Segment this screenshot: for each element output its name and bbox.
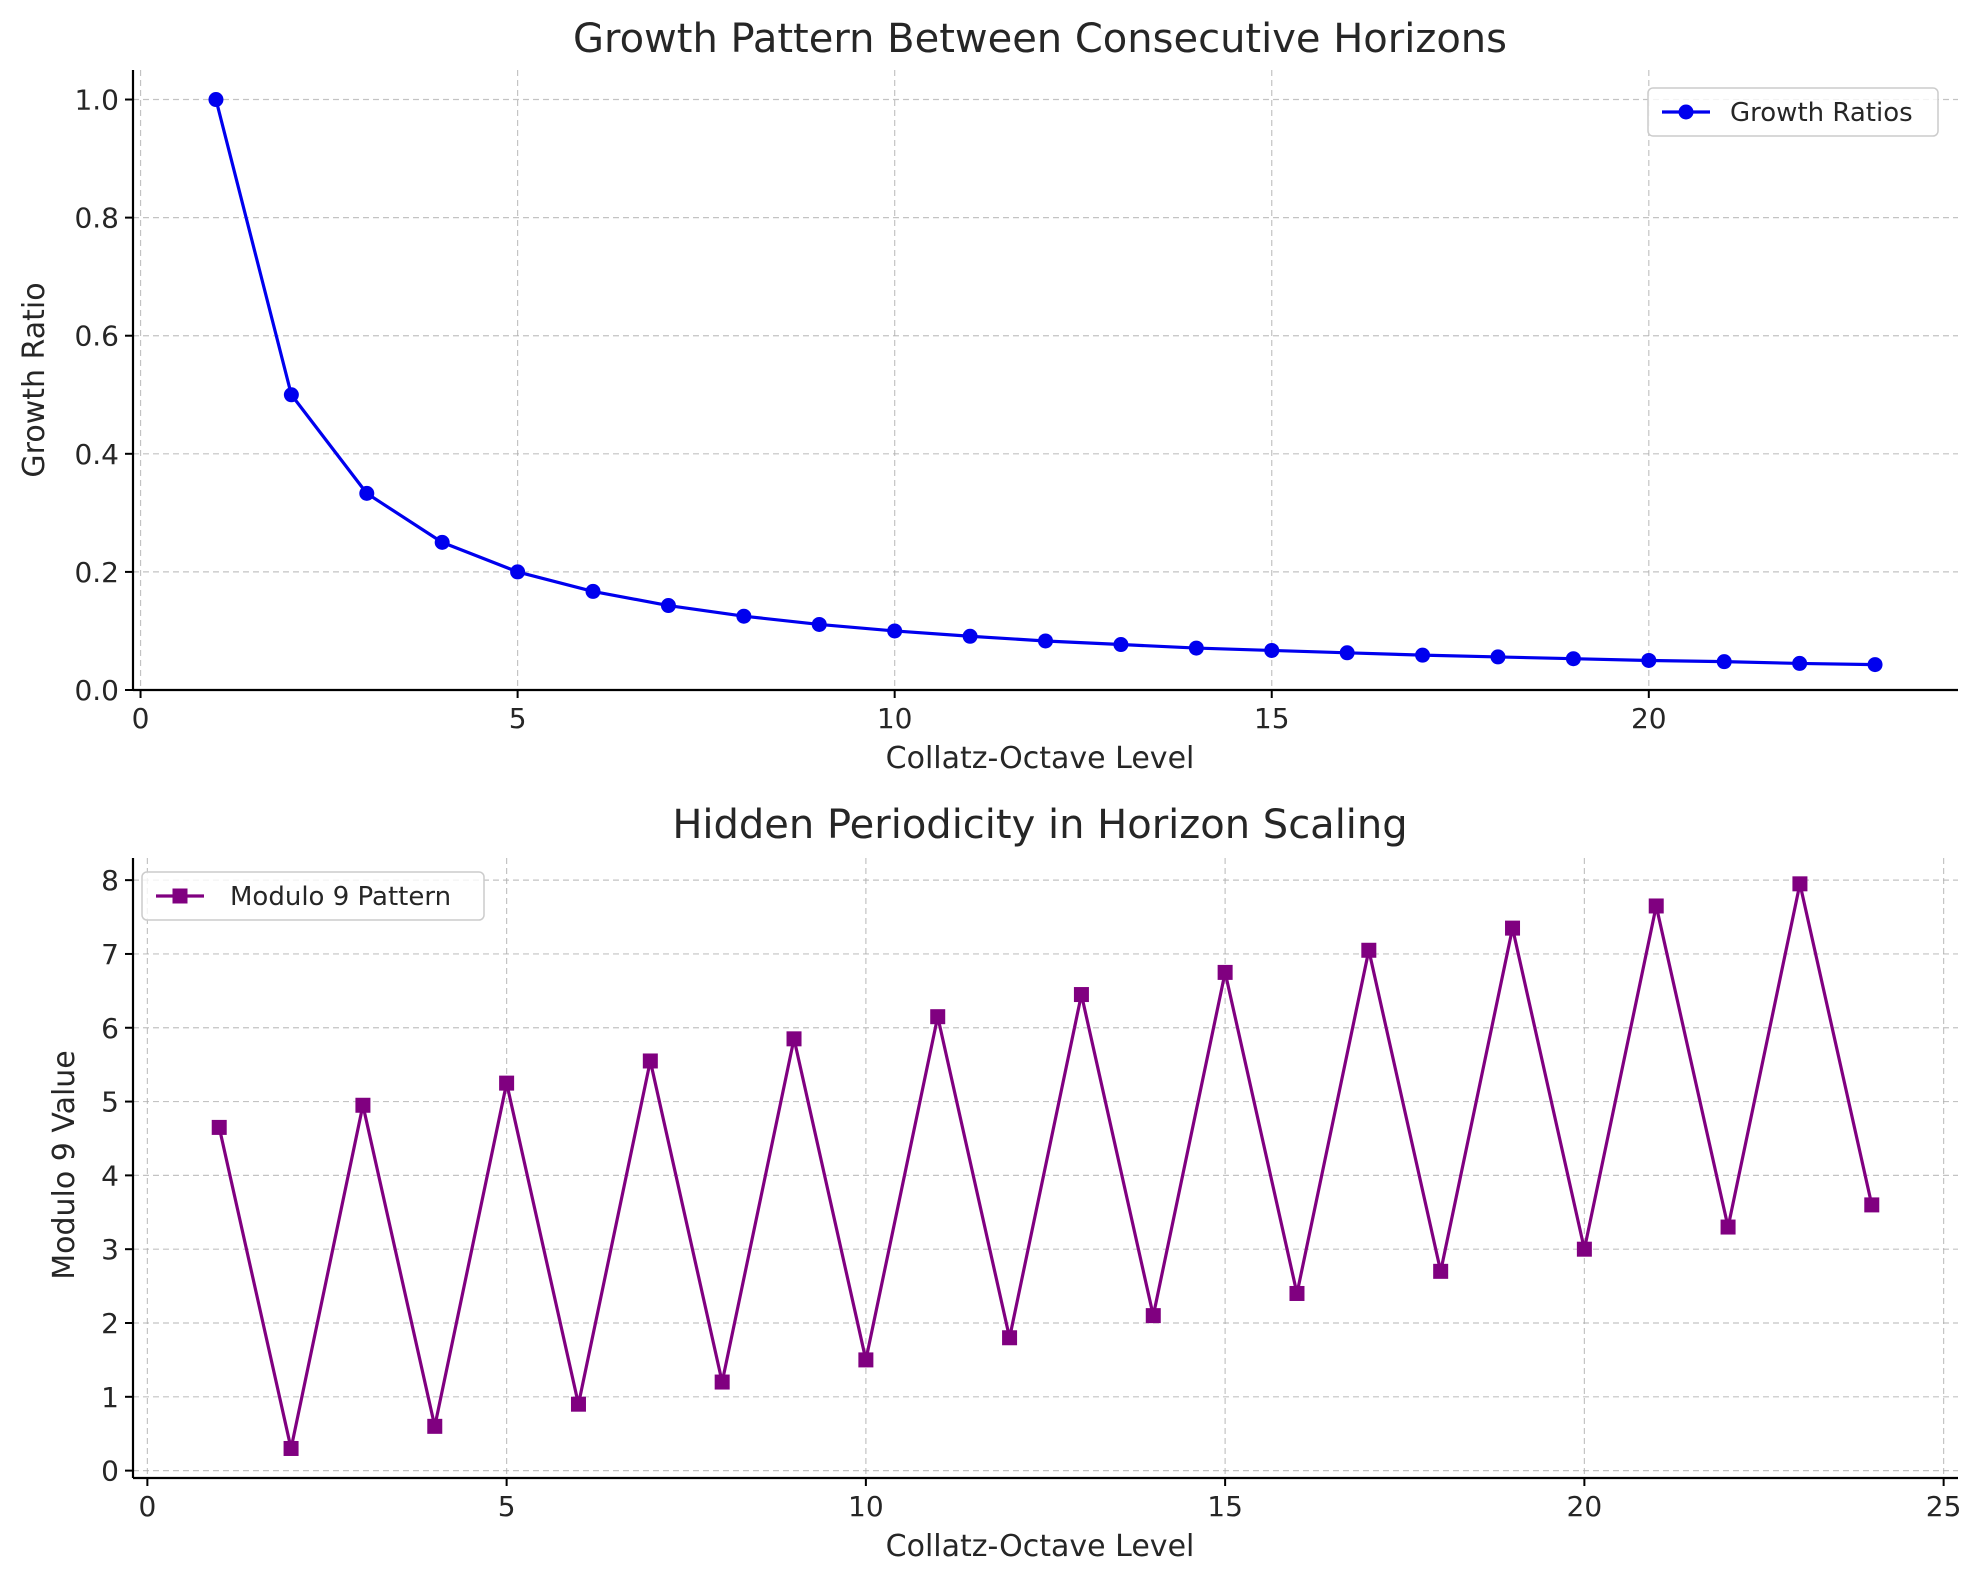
growth-x-tick-label: 15 [1254,702,1290,735]
growth-chart: 0 5 10 15 20 0.0 0.2 0.4 0.6 0.8 1.0 Growth Patter… [17,16,1958,776]
growth-data-point [434,534,450,550]
growth-data-point [887,623,903,639]
modulo-data-point [499,1075,515,1091]
growth-data-point [1113,637,1129,653]
growth-legend: Growth Ratios [1647,87,1939,137]
modulo-data-point [1002,1330,1018,1346]
growth-data-point [1641,652,1657,668]
modulo-chart: 0 5 10 15 20 25 0 1 2 3 4 5 6 7 8 Hidden Periodicity i… [47,802,1961,1564]
modulo-grid [133,858,1958,1478]
modulo-data-point [283,1440,299,1456]
modulo-data-point [1073,987,1089,1003]
modulo-data-point [1361,942,1377,958]
modulo-legend-marker [172,888,188,904]
modulo-data-point [714,1374,730,1390]
growth-data-point [811,616,827,632]
modulo-data-point [786,1031,802,1047]
growth-legend-box [1647,87,1939,137]
modulo-data-point [570,1396,586,1412]
growth-x-tick-label: 20 [1631,702,1667,735]
modulo-x-tick-label: 10 [848,1490,884,1523]
modulo-x-tick-label: 25 [1926,1490,1962,1523]
modulo-data-point [1217,964,1233,980]
growth-data-point [585,583,601,599]
modulo-data-point [1145,1308,1161,1324]
modulo-data-point [1576,1241,1592,1257]
growth-series-line [214,99,1876,667]
growth-data-point [736,608,752,624]
modulo-legend-label: Modulo 9 Pattern [230,882,451,912]
growth-y-tick-label: 0.2 [74,556,119,589]
growth-data-point [1339,645,1355,661]
modulo-series-line [217,882,1874,1451]
modulo-legend: Modulo 9 Pattern [141,871,485,921]
growth-x-tick-label: 10 [877,702,913,735]
growth-y-tick-label: 0.0 [74,674,119,707]
growth-x-tick-label: 0 [132,702,150,735]
modulo-y-tick-label: 7 [101,938,119,971]
modulo-data-point [427,1418,443,1434]
growth-data-point [660,598,676,614]
modulo-x-tick-label: 0 [138,1490,156,1523]
modulo-data-point [1792,876,1808,892]
modulo-y-tick-label: 5 [101,1086,119,1119]
modulo-data-point [1433,1263,1449,1279]
growth-data-point [208,92,224,108]
modulo-ticks: 0 5 10 15 20 25 0 1 2 3 4 5 6 7 8 [101,864,1961,1523]
modulo-data-point [211,1119,227,1135]
growth-data-point [1716,654,1732,670]
growth-y-tick-label: 0.6 [74,320,119,353]
modulo-data-point [1505,920,1521,936]
growth-data-point [1415,647,1431,663]
growth-data-point [1490,649,1506,665]
growth-x-axis-label: Collatz-Octave Level [886,741,1195,776]
growth-grid [133,70,1958,691]
growth-y-tick-label: 0.8 [74,202,119,235]
modulo-series-layer [211,876,1880,1456]
modulo-data-point [642,1053,658,1069]
growth-data-point [962,628,978,644]
growth-x-tick-label: 5 [509,702,527,735]
modulo-x-tick-label: 20 [1567,1490,1603,1523]
modulo-y-tick-label: 4 [101,1159,119,1192]
modulo-data-point [1648,898,1664,914]
modulo-x-tick-label: 15 [1207,1490,1243,1523]
modulo-legend-box [141,871,485,921]
modulo-y-tick-label: 0 [101,1455,119,1488]
modulo-x-axis-label: Collatz-Octave Level [886,1529,1195,1564]
growth-data-point [1264,642,1280,658]
growth-legend-label: Growth Ratios [1730,98,1913,128]
modulo-x-tick-label: 5 [498,1490,516,1523]
growth-data-point [510,564,526,580]
modulo-data-point [1720,1219,1736,1235]
growth-data-point [1188,640,1204,656]
modulo-y-tick-label: 2 [101,1307,119,1340]
growth-y-axis-label: Growth Ratio [17,282,52,477]
growth-ticks: 0 5 10 15 20 0.0 0.2 0.4 0.6 0.8 1.0 [74,84,1666,735]
growth-y-tick-label: 0.4 [74,438,119,471]
growth-data-point [1867,657,1883,673]
modulo-y-tick-label: 1 [101,1381,119,1414]
growth-data-point [1565,651,1581,667]
modulo-data-point [858,1352,874,1368]
modulo-data-point [1289,1285,1305,1301]
modulo-data-point [930,1009,946,1025]
growth-data-point [1792,655,1808,671]
modulo-chart-title: Hidden Periodicity in Horizon Scaling [672,802,1407,848]
growth-data-point [1038,633,1053,649]
growth-data-point [283,387,299,403]
modulo-y-tick-label: 8 [101,864,119,897]
modulo-y-tick-label: 6 [101,1012,119,1045]
modulo-y-axis-label: Modulo 9 Value [47,1050,82,1280]
growth-chart-title: Growth Pattern Between Consecutive Horiz… [573,16,1507,62]
growth-legend-marker [1678,104,1694,120]
growth-series-layer [208,92,1883,673]
modulo-data-point [1864,1197,1880,1213]
growth-data-point [359,485,375,501]
growth-y-tick-label: 1.0 [74,84,119,117]
modulo-y-tick-label: 3 [101,1233,119,1266]
modulo-data-point [355,1097,371,1113]
